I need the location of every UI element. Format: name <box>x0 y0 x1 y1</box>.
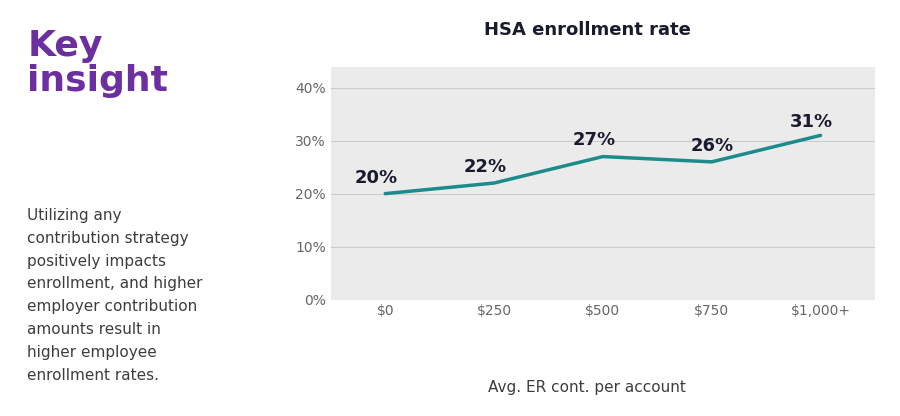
Text: 31%: 31% <box>790 113 833 131</box>
Text: HSA enrollment rate: HSA enrollment rate <box>484 21 690 39</box>
Text: 27%: 27% <box>572 131 616 149</box>
Text: 22%: 22% <box>464 158 507 176</box>
Text: 20%: 20% <box>355 168 398 186</box>
Text: Avg. ER cont. per account: Avg. ER cont. per account <box>489 380 686 395</box>
Text: Key
insight: Key insight <box>28 29 168 99</box>
Text: Utilizing any
contribution strategy
positively impacts
enrollment, and higher
em: Utilizing any contribution strategy posi… <box>28 208 202 383</box>
Text: 26%: 26% <box>691 137 734 155</box>
